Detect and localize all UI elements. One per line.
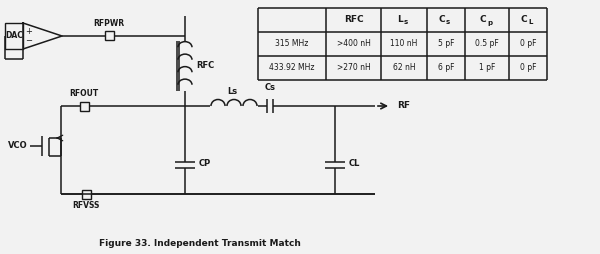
Text: L: L [397,15,403,24]
Text: >270 nH: >270 nH [337,64,370,72]
Text: 0 pF: 0 pF [520,64,536,72]
Text: 315 MHz: 315 MHz [275,40,308,49]
Text: VCO: VCO [8,141,28,151]
Text: Ls: Ls [227,87,237,96]
Text: Figure 33. Independent Transmit Match: Figure 33. Independent Transmit Match [99,240,301,248]
Bar [105,31,114,40]
Text: RFC: RFC [344,15,364,24]
Text: RFC: RFC [196,61,214,71]
Text: 62 nH: 62 nH [392,64,415,72]
Text: Cs: Cs [265,84,275,92]
Bar [80,102,89,110]
Text: s: s [404,20,408,25]
Text: >400 nH: >400 nH [337,40,370,49]
Text: RFOUT: RFOUT [70,89,98,99]
Bar [82,189,91,198]
Text: RF: RF [397,102,410,110]
Text: C: C [479,15,486,24]
Text: RFPWR: RFPWR [94,19,125,27]
Text: 6 pF: 6 pF [438,64,454,72]
Text: p: p [487,20,492,25]
Text: RFVSS: RFVSS [73,201,100,211]
Text: −: − [25,37,32,45]
Text: 1 pF: 1 pF [479,64,495,72]
Text: 0.5 pF: 0.5 pF [475,40,499,49]
Text: 110 nH: 110 nH [391,40,418,49]
Text: C: C [439,15,445,24]
Text: 5 pF: 5 pF [438,40,454,49]
Text: s: s [446,20,450,25]
Text: DAC: DAC [5,31,23,40]
Text: C: C [520,15,527,24]
Text: CP: CP [199,160,211,168]
Text: CL: CL [349,160,361,168]
Text: 433.92 MHz: 433.92 MHz [269,64,315,72]
Bar [5,23,23,49]
Text: L: L [528,20,532,25]
Text: 0 pF: 0 pF [520,40,536,49]
Text: +: + [26,26,32,36]
